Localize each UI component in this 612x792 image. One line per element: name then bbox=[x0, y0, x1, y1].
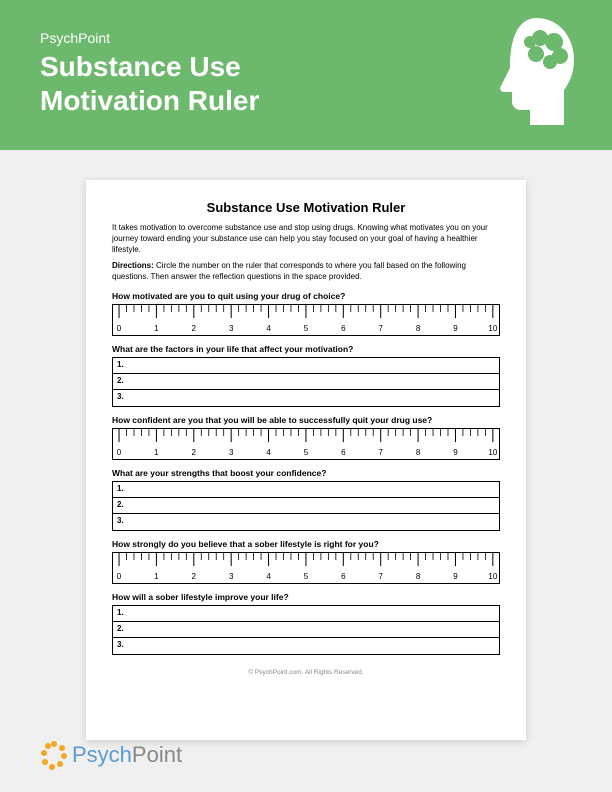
answer-line[interactable]: 3. bbox=[113, 514, 499, 530]
svg-text:10: 10 bbox=[488, 448, 497, 457]
svg-text:6: 6 bbox=[341, 572, 346, 581]
question-text: What are your strengths that boost your … bbox=[112, 468, 500, 478]
directions-text: Circle the number on the ruler that corr… bbox=[112, 261, 466, 281]
question-text: What are the factors in your life that a… bbox=[112, 344, 500, 354]
answer-line[interactable]: 3. bbox=[113, 390, 499, 406]
svg-text:2: 2 bbox=[192, 324, 197, 333]
worksheet-footer: © PsychPoint.com. All Rights Reserved. bbox=[112, 669, 500, 676]
svg-text:9: 9 bbox=[453, 324, 458, 333]
logo-dots-icon bbox=[40, 738, 68, 772]
svg-text:7: 7 bbox=[378, 448, 383, 457]
svg-text:5: 5 bbox=[304, 572, 309, 581]
footer-logo-text: PsychPoint bbox=[72, 742, 182, 768]
svg-text:2: 2 bbox=[192, 448, 197, 457]
svg-text:6: 6 bbox=[341, 324, 346, 333]
answer-line[interactable]: 1. bbox=[113, 482, 499, 498]
worksheet-page: Substance Use Motivation Ruler It takes … bbox=[86, 180, 526, 740]
svg-text:4: 4 bbox=[266, 572, 271, 581]
worksheet-intro: It takes motivation to overcome substanc… bbox=[112, 223, 500, 255]
title-line-1: Substance Use bbox=[40, 51, 241, 82]
svg-text:0: 0 bbox=[117, 324, 122, 333]
ruler-scale[interactable]: 0 1 2 3 4 5 6 7 8 9 10 bbox=[112, 304, 500, 336]
footer-logo: PsychPoint bbox=[40, 738, 182, 772]
svg-text:3: 3 bbox=[229, 324, 234, 333]
svg-text:10: 10 bbox=[488, 324, 497, 333]
svg-text:8: 8 bbox=[416, 448, 421, 457]
answer-line[interactable]: 2. bbox=[113, 374, 499, 390]
content-area: Substance Use Motivation Ruler It takes … bbox=[0, 150, 612, 710]
svg-text:0: 0 bbox=[117, 448, 122, 457]
svg-text:1: 1 bbox=[154, 448, 159, 457]
answer-line[interactable]: 2. bbox=[113, 498, 499, 514]
svg-text:6: 6 bbox=[341, 448, 346, 457]
svg-text:5: 5 bbox=[304, 448, 309, 457]
svg-text:8: 8 bbox=[416, 324, 421, 333]
answer-line[interactable]: 1. bbox=[113, 606, 499, 622]
answer-box: 1.2.3. bbox=[112, 357, 500, 407]
svg-text:9: 9 bbox=[453, 572, 458, 581]
worksheet-directions: Directions: Circle the number on the rul… bbox=[112, 261, 500, 283]
svg-text:1: 1 bbox=[154, 324, 159, 333]
svg-text:3: 3 bbox=[229, 448, 234, 457]
svg-text:3: 3 bbox=[229, 572, 234, 581]
ruler-scale[interactable]: 0 1 2 3 4 5 6 7 8 9 10 bbox=[112, 552, 500, 584]
question-text: How confident are you that you will be a… bbox=[112, 415, 500, 425]
question-text: How will a sober lifestyle improve your … bbox=[112, 592, 500, 602]
sections-container: How motivated are you to quit using your… bbox=[112, 291, 500, 655]
answer-box: 1.2.3. bbox=[112, 605, 500, 655]
svg-text:0: 0 bbox=[117, 572, 122, 581]
worksheet-title: Substance Use Motivation Ruler bbox=[112, 200, 500, 215]
answer-line[interactable]: 1. bbox=[113, 358, 499, 374]
svg-text:10: 10 bbox=[488, 572, 497, 581]
svg-text:4: 4 bbox=[266, 448, 271, 457]
svg-text:2: 2 bbox=[192, 572, 197, 581]
svg-text:7: 7 bbox=[378, 572, 383, 581]
svg-text:9: 9 bbox=[453, 448, 458, 457]
answer-box: 1.2.3. bbox=[112, 481, 500, 531]
answer-line[interactable]: 3. bbox=[113, 638, 499, 654]
ruler-scale[interactable]: 0 1 2 3 4 5 6 7 8 9 10 bbox=[112, 428, 500, 460]
question-text: How strongly do you believe that a sober… bbox=[112, 539, 500, 549]
header-banner: PsychPoint Substance Use Motivation Rule… bbox=[0, 0, 612, 150]
head-brain-icon bbox=[462, 10, 592, 140]
logo-text-part2: Point bbox=[132, 742, 182, 767]
svg-text:1: 1 bbox=[154, 572, 159, 581]
answer-line[interactable]: 2. bbox=[113, 622, 499, 638]
svg-text:5: 5 bbox=[304, 324, 309, 333]
svg-text:4: 4 bbox=[266, 324, 271, 333]
svg-text:7: 7 bbox=[378, 324, 383, 333]
question-text: How motivated are you to quit using your… bbox=[112, 291, 500, 301]
title-line-2: Motivation Ruler bbox=[40, 85, 259, 116]
svg-text:8: 8 bbox=[416, 572, 421, 581]
logo-text-part1: Psych bbox=[72, 742, 132, 767]
directions-label: Directions: bbox=[112, 261, 154, 270]
